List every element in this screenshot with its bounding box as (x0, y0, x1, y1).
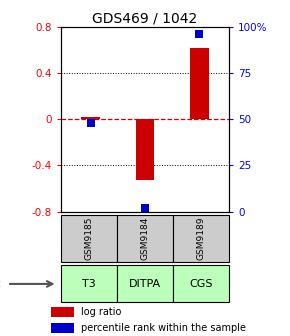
Bar (117, 215, 173, 262)
Bar (51, 307, 73, 317)
Text: GSM9185: GSM9185 (84, 217, 93, 260)
Bar (190, 48, 209, 119)
Text: CGS: CGS (189, 279, 213, 289)
Bar (61, 265, 117, 302)
Bar (173, 215, 229, 262)
Bar (81, 117, 100, 119)
Point (88, 120, 93, 126)
Text: GSM9184: GSM9184 (140, 217, 150, 260)
Bar (135, 119, 155, 180)
Text: percentile rank within the sample: percentile rank within the sample (81, 323, 246, 333)
Bar (51, 323, 73, 333)
Text: log ratio: log ratio (81, 307, 121, 317)
Text: DITPA: DITPA (129, 279, 161, 289)
Text: GSM9189: GSM9189 (197, 217, 206, 260)
Bar (117, 265, 173, 302)
Title: GDS469 / 1042: GDS469 / 1042 (93, 12, 197, 26)
Text: T3: T3 (82, 279, 96, 289)
Bar (173, 265, 229, 302)
Point (143, 205, 147, 211)
Bar (61, 215, 117, 262)
Point (197, 32, 202, 37)
